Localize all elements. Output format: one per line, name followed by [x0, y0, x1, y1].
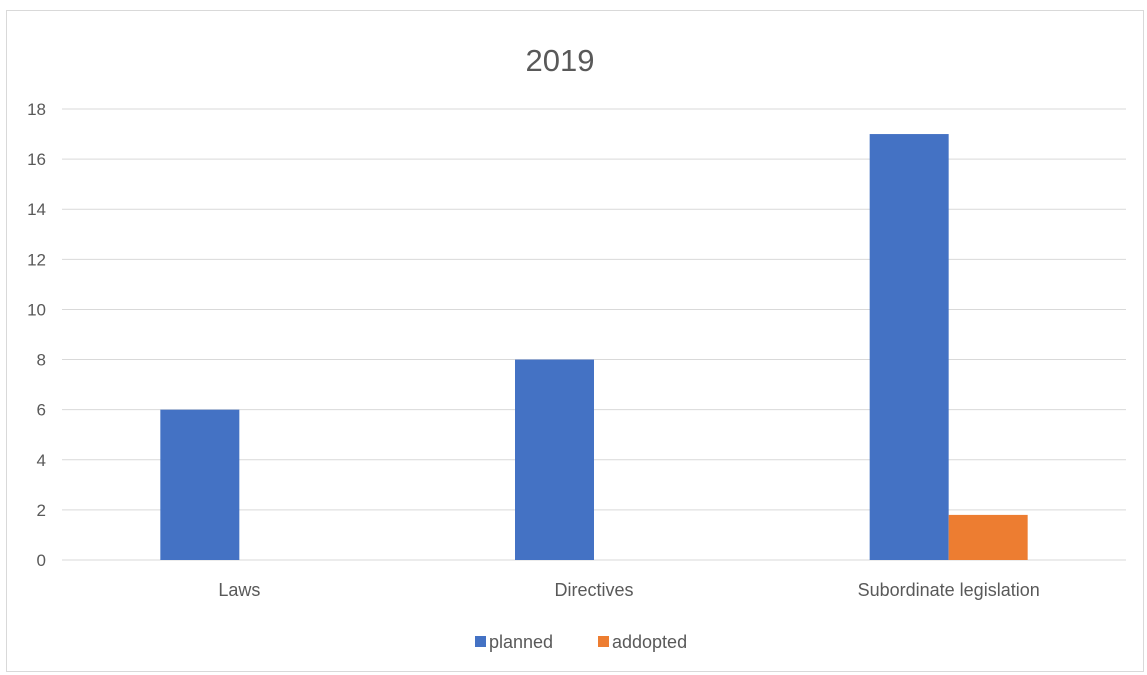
x-axis-categories: Laws Directives Subordinate legislation — [218, 580, 1039, 600]
y-axis-ticks: 0 2 4 6 8 10 12 14 16 18 — [27, 100, 46, 570]
chart-title: 2019 — [526, 43, 595, 78]
legend-swatch-addopted — [598, 636, 609, 647]
y-tick-label: 16 — [27, 150, 46, 169]
x-category-label: Laws — [218, 580, 260, 600]
y-tick-label: 14 — [27, 200, 46, 219]
y-tick-label: 4 — [37, 451, 46, 470]
legend-label: addopted — [612, 632, 687, 652]
y-tick-label: 12 — [27, 250, 46, 269]
x-category-label: Directives — [554, 580, 633, 600]
bar-planned-2 — [869, 134, 949, 561]
legend: planned addopted — [475, 632, 687, 652]
legend-swatch-planned — [475, 636, 486, 647]
y-tick-label: 10 — [27, 300, 46, 319]
bars — [160, 134, 1028, 561]
bar-planned-0 — [160, 409, 240, 560]
y-tick-label: 6 — [37, 401, 46, 420]
y-tick-label: 2 — [37, 501, 46, 520]
x-category-label: Subordinate legislation — [858, 580, 1040, 600]
bar-planned-1 — [515, 359, 594, 560]
chart-frame — [6, 10, 1144, 672]
y-tick-label: 18 — [27, 100, 46, 119]
y-tick-label: 8 — [37, 351, 46, 370]
y-tick-label: 0 — [37, 551, 46, 570]
legend-label: planned — [489, 632, 553, 652]
bar-addopted-2 — [948, 514, 1028, 560]
